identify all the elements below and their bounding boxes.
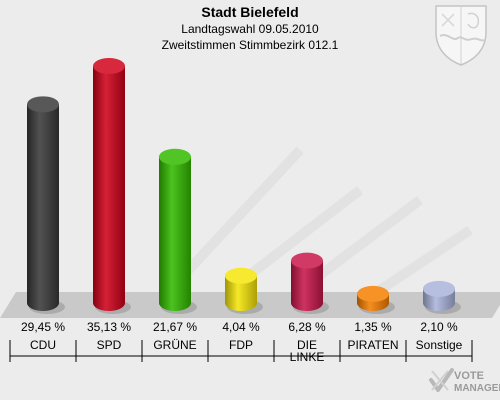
bar-top <box>225 267 257 284</box>
bar-body <box>291 260 323 311</box>
bar-body <box>27 104 59 311</box>
bar-fdp <box>225 267 263 314</box>
category-label: LINKE <box>290 350 325 364</box>
bar-top <box>27 96 59 113</box>
bar-cdu <box>27 96 65 314</box>
watermark-line-1: VOTE <box>454 370 484 382</box>
category-label: GRÜNE <box>153 338 196 352</box>
category-label: DIE <box>297 338 317 352</box>
bar-sonstige <box>423 280 461 314</box>
bar-grüne <box>159 148 197 314</box>
category-label: FDP <box>229 338 253 352</box>
category-label: PIRATEN <box>347 338 398 352</box>
bar-body <box>93 66 125 311</box>
background-stripe-1 <box>166 146 304 294</box>
bar-body <box>159 156 191 311</box>
value-label: 21,67 % <box>153 320 197 334</box>
bar-top <box>357 285 389 302</box>
category-label: Sonstige <box>416 338 463 352</box>
bar-top <box>291 252 323 269</box>
bar-body <box>225 275 257 311</box>
bar-spd <box>93 58 131 314</box>
value-label: 4,04 % <box>222 320 260 334</box>
value-label: 1,35 % <box>354 320 392 334</box>
checkmark-icon <box>429 368 454 392</box>
value-label: 29,45 % <box>21 320 65 334</box>
category-label: SPD <box>97 338 122 352</box>
value-label: 35,13 % <box>87 320 131 334</box>
bar-top <box>93 58 125 74</box>
value-label: 6,28 % <box>288 320 326 334</box>
bar-piraten <box>357 285 395 314</box>
watermark-line-2: MANAGER <box>454 383 500 394</box>
chart-title: Stadt Bielefeld <box>201 4 299 20</box>
chart-subtitle-district: Zweitstimmen Stimmbezirk 012.1 <box>161 38 339 52</box>
chart-subtitle-election: Landtagswahl 09.05.2010 <box>181 22 319 36</box>
bar-top <box>423 280 455 297</box>
value-label: 2,10 % <box>420 320 458 334</box>
coat-of-arms-icon <box>435 5 487 66</box>
bar-top <box>159 148 191 165</box>
bar-die-linke <box>291 252 329 314</box>
category-label: CDU <box>30 338 56 352</box>
vote-manager-logo: VOTE MANAGER <box>429 368 500 394</box>
background-stripe-4 <box>377 225 473 295</box>
